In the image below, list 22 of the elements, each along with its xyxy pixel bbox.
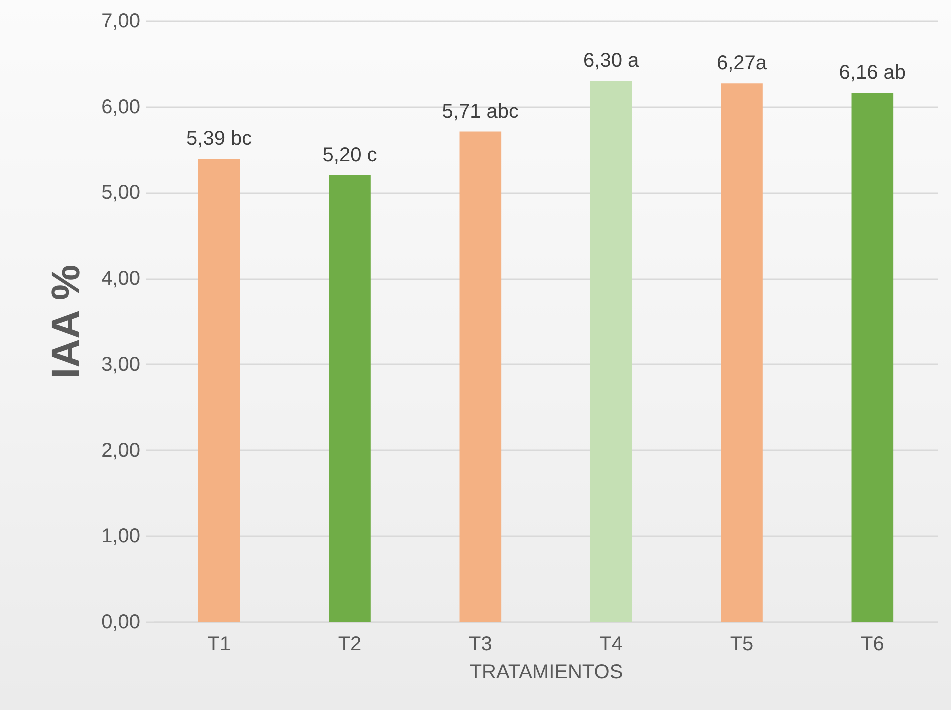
y-axis-title: IAA %: [44, 264, 89, 380]
data-label: 6,30 a: [584, 50, 640, 72]
x-tick-label: T2: [338, 634, 362, 656]
y-tick-label: 6,00: [102, 96, 140, 118]
x-tick-label: T3: [468, 634, 492, 656]
x-axis-title: TRATAMIENTOS: [470, 662, 624, 684]
x-tick-label: T4: [600, 634, 624, 656]
data-label: 6,16 ab: [839, 62, 906, 84]
y-tick-label: 2,00: [102, 440, 140, 462]
y-tick-label: 0,00: [102, 612, 140, 634]
x-tick-label: T5: [730, 634, 754, 656]
y-tick-label: 3,00: [102, 354, 140, 376]
data-label: 5,39 bc: [186, 128, 252, 150]
data-label: 6,27a: [716, 52, 768, 75]
data-label: 5,20 c: [322, 144, 378, 167]
y-tick-label: 5,00: [102, 182, 140, 204]
data-label: 5,71 abc: [442, 100, 520, 123]
x-tick-label: T6: [860, 634, 884, 656]
y-tick-label: 1,00: [102, 526, 140, 548]
x-tick-label: T1: [208, 634, 232, 656]
y-tick-label: 4,00: [102, 268, 140, 290]
y-tick-label: 7,00: [102, 10, 140, 32]
